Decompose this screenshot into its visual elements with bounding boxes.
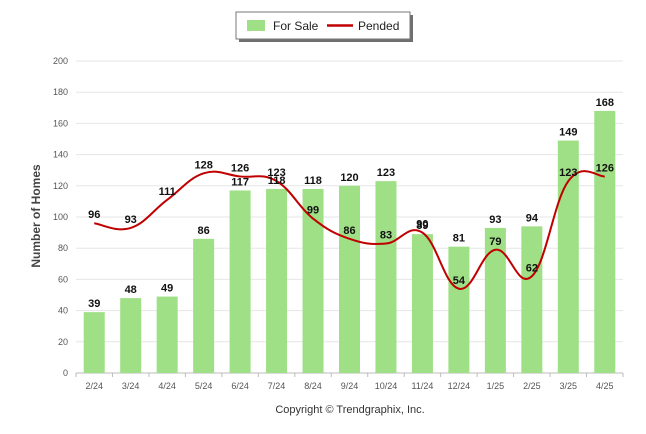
y-tick-label: 100 [53,212,68,222]
y-tick-label: 20 [58,337,68,347]
y-tick-label: 200 [53,56,68,66]
y-tick-label: 60 [58,274,68,284]
x-tick-label: 3/24 [122,381,140,391]
bar-for-sale [484,227,506,373]
line-pended [94,170,605,290]
data-label-for-sale: 168 [596,97,614,109]
bar-for-sale [83,312,105,373]
data-label-for-sale: 123 [377,167,395,179]
x-axis-ticks: 2/24 3/24 4/24 5/24 6/24 7/24 8/24 9/24 10/24 11/… [75,373,624,391]
data-label-for-sale: 48 [125,284,137,296]
bar-for-sale [594,110,616,374]
x-tick-label: 10/24 [375,381,398,391]
data-label-for-sale: 81 [453,233,465,245]
x-tick-label: 4/24 [158,381,176,391]
data-label-for-sale: 49 [161,283,173,295]
bar-for-sale [557,140,579,373]
data-label-pended: 123 [267,167,285,179]
legend-swatch-for-sale [247,20,265,31]
y-tick-label: 80 [58,243,68,253]
legend: For Sale Pended [235,11,413,42]
bar-for-sale [375,181,397,373]
data-label-pended: 90 [416,219,428,231]
data-label-pended: 79 [489,236,501,248]
data-label-pended: 99 [307,205,319,217]
bar-for-sale [448,246,470,373]
data-label-for-sale: 120 [340,172,358,184]
data-label-pended: 96 [88,209,100,221]
bar-for-sale [521,226,543,373]
legend-label-pended: Pended [358,19,399,33]
x-tick-label: 8/24 [304,381,322,391]
bars-for-sale [83,110,616,374]
data-label-pended: 54 [453,275,466,287]
bar-for-sale [120,298,142,373]
bar-for-sale [266,188,288,373]
bar-for-sale [229,190,251,373]
data-label-pended: 126 [231,162,249,174]
x-tick-label: 2/24 [85,381,103,391]
data-label-pended: 126 [596,162,614,174]
x-tick-label: 12/24 [448,381,471,391]
y-tick-label: 40 [58,306,68,316]
bar-for-sale [193,238,215,373]
data-label-for-sale: 149 [559,127,577,139]
x-tick-label: 4/25 [596,381,614,391]
y-axis-ticks: 0 20 40 60 80 100 120 140 160 180 200 [53,56,68,378]
data-label-pended: 111 [159,186,176,198]
bar-for-sale [156,296,178,373]
data-label-for-sale: 94 [526,212,539,224]
data-label-pended: 86 [343,225,355,237]
copyright-text: Copyright © Trendgraphix, Inc. [275,404,424,416]
x-tick-label: 3/25 [560,381,578,391]
x-tick-label: 6/24 [231,381,249,391]
x-tick-label: 2/25 [523,381,541,391]
data-label-for-sale: 93 [489,214,501,226]
data-label-for-sale: 118 [304,175,322,187]
data-label-pended: 128 [194,159,212,171]
line-pended-path [94,170,605,290]
y-tick-label: 160 [53,118,68,128]
data-label-pended: 62 [526,262,538,274]
y-tick-label: 180 [53,87,68,97]
data-label-for-sale: 39 [88,298,100,310]
data-label-pended: 93 [125,214,137,226]
x-tick-label: 1/25 [487,381,505,391]
legend-label-for-sale: For Sale [273,19,319,33]
y-tick-label: 140 [53,150,68,160]
x-tick-label: 5/24 [195,381,213,391]
data-label-for-sale: 117 [231,176,249,188]
bar-for-sale [411,234,433,373]
y-tick-label: 120 [53,181,68,191]
y-axis-title: Number of Homes [29,164,43,268]
bar-for-sale [339,185,360,373]
y-tick-label: 0 [63,368,68,378]
data-label-for-sale: 86 [198,225,210,237]
bar-for-sale [302,188,324,373]
x-tick-label: 11/24 [412,381,434,391]
x-tick-label: 7/24 [268,381,286,391]
data-label-pended: 83 [380,230,392,242]
data-label-pended: 123 [559,167,577,179]
data-label-for-sale: 89 [416,220,428,232]
data-labels: 39 48 49 86 117 118 118 120 123 89 81 93 94 149 168 96 9… [88,97,614,310]
data-label-for-sale: 118 [268,175,286,187]
x-tick-label: 9/24 [341,381,359,391]
